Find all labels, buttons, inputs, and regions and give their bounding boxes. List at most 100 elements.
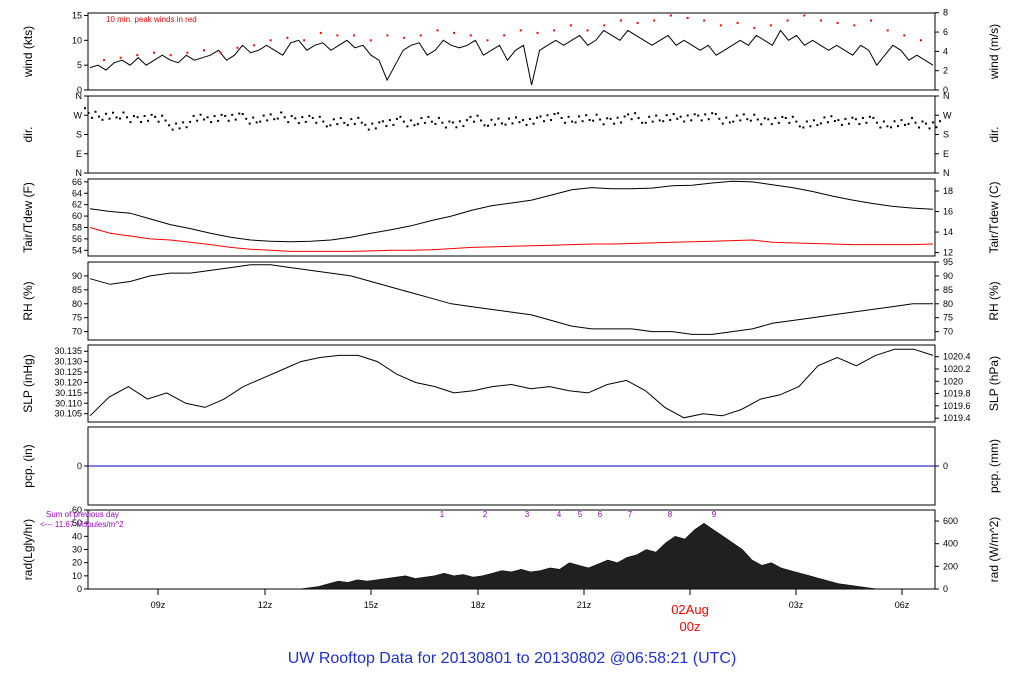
direction-point (697, 114, 700, 117)
direction-point (550, 119, 552, 121)
radiation-ytick-label-right: 400 (943, 539, 958, 549)
direction-point (914, 121, 917, 124)
direction-point (742, 113, 745, 116)
direction-point (795, 120, 798, 123)
direction-point (413, 124, 416, 127)
rh-ytick-label-right: 90 (943, 271, 953, 281)
slp-ytick-label-right: 1020.2 (943, 364, 971, 374)
wind-ylabel-right: wind (m/s) (987, 24, 1001, 80)
direction-point (932, 121, 934, 124)
caption-to: to (516, 650, 530, 667)
direction-point (781, 115, 784, 118)
direction-point (217, 119, 220, 122)
direction-point (399, 115, 402, 118)
direction-point (147, 119, 150, 122)
direction-point (343, 121, 346, 124)
direction-point (616, 116, 619, 119)
direction-point (465, 119, 468, 122)
direction-point (108, 117, 111, 120)
peak-wind-point (419, 34, 422, 37)
radiation-ytick-label-left: 20 (72, 558, 82, 568)
direction-point (592, 119, 595, 122)
rh-ylabel-left: RH (%) (21, 281, 35, 320)
rh-ytick-label-left: 70 (72, 327, 82, 337)
direction-point (620, 121, 623, 124)
direction-point (374, 127, 377, 130)
direction-point (196, 119, 199, 122)
peak-wind-point (703, 19, 706, 22)
direction-point (858, 123, 861, 125)
direction-point (939, 120, 941, 123)
peak-wind-point (903, 34, 906, 37)
direction-point (599, 118, 602, 121)
direction-point (655, 114, 658, 117)
peak-wind-point (870, 19, 872, 22)
direction-point (854, 118, 857, 121)
peak-wind-point (153, 51, 155, 54)
direction-frame (87, 95, 936, 174)
direction-point (749, 119, 752, 122)
peak-wind-point (603, 24, 606, 27)
direction-point (304, 120, 307, 123)
direction-point (150, 113, 153, 116)
direction-point (658, 119, 661, 122)
temperature-ytick-label-right: 14 (943, 227, 953, 237)
direction-point (606, 117, 609, 120)
direction-point (262, 114, 265, 117)
direction-point (441, 121, 444, 124)
direction-point (273, 118, 276, 121)
radiation-area (88, 522, 935, 590)
temperature-ytick-label-left: 58 (72, 222, 82, 232)
direction-point (508, 117, 510, 120)
peak-wind-point (486, 39, 489, 42)
temperature-ytick-label-left: 64 (72, 188, 82, 198)
temperature-ytick-label-left: 54 (72, 245, 82, 255)
direction-point (833, 120, 836, 122)
direction-point (360, 121, 363, 124)
direction-point (448, 120, 451, 123)
direction-point (469, 115, 472, 118)
direction-point (637, 117, 640, 119)
solar-hour-label: 3 (525, 510, 530, 519)
direction-point (210, 121, 213, 124)
direction-point (763, 117, 766, 120)
direction-point (115, 116, 118, 119)
direction-point (332, 118, 335, 121)
direction-point (875, 121, 878, 124)
peak-wind-point (303, 39, 306, 42)
direction-point (416, 123, 419, 126)
direction-point (711, 112, 714, 115)
direction-point (518, 121, 521, 124)
peak-wind-point (503, 34, 506, 37)
peak-wind-point (853, 24, 856, 27)
peak-wind-point (569, 24, 572, 27)
direction-point (844, 117, 847, 120)
direction-point (487, 124, 489, 127)
rh-ytick-label-left: 90 (72, 271, 82, 281)
direction-point (935, 126, 938, 129)
direction-point (161, 114, 164, 117)
temperature-ylabel-left: Tair/Tdew (F) (21, 182, 35, 253)
direction-point (686, 114, 689, 117)
slp-ytick-label-left: 30.130 (54, 357, 82, 367)
direction-point (294, 117, 297, 120)
direction-point (420, 117, 423, 120)
direction-point (87, 112, 90, 114)
direction-point (714, 113, 717, 115)
direction-point (602, 123, 605, 126)
radiation-ytick-label-left: 30 (72, 545, 82, 555)
slp-ytick-label-left: 30.120 (54, 377, 82, 387)
peak-wind-point (886, 29, 889, 32)
direction-point (126, 116, 128, 119)
direction-point (746, 118, 749, 121)
direction-point (718, 117, 721, 120)
peak-wind-point (319, 31, 322, 34)
solar-hour-label: 8 (668, 510, 673, 519)
direction-point (721, 122, 724, 125)
direction-point (266, 119, 269, 122)
temperature-ytick-label-left: 60 (72, 211, 82, 221)
direction-point (101, 118, 104, 121)
direction-point (578, 115, 581, 118)
direction-ytick-label-right: N (943, 168, 950, 178)
direction-ytick-label-left: E (76, 149, 82, 159)
